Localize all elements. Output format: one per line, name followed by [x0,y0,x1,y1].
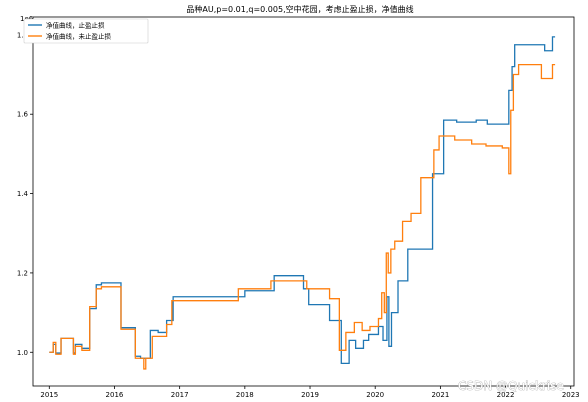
legend-box [23,18,149,44]
series-line-1 [49,36,556,365]
y-tick-label: 1.4 [17,190,29,198]
y-tick-label: 1.6 [17,111,29,119]
x-axis: 2015 2016 2017 2018 2019 2020 2021 2022 2023 [40,386,580,399]
y-axis: 1.0 1.2 1.4 1.6 1.8 [17,31,33,357]
x-tick-label: 2019 [301,391,319,399]
plot-area [32,16,575,387]
y-tick-label: 1.2 [17,269,28,277]
y-tick-label: 1.0 [17,349,28,357]
x-tick-label: 2018 [236,391,254,399]
series-layer [49,36,556,370]
watermark: CSDN @Quickrise [458,379,564,393]
y-tick-label: 1.8 [17,31,28,39]
x-tick-label: 2021 [431,391,449,399]
x-tick-label: 2016 [106,391,124,399]
legend-label-series-2: 净值曲线，未止盈止损 [46,32,112,41]
legend: 净值曲线，止盈止损 净值曲线，未止盈止损 [23,18,149,44]
x-tick-label: 2015 [40,391,58,399]
x-tick-label: 2023 [562,391,580,399]
x-tick-label: 2022 [497,391,515,399]
x-tick-label: 2020 [366,391,384,399]
series-line-2 [49,63,556,370]
plot-border [32,16,575,387]
x-tick-label: 2017 [171,391,189,399]
chart-title: 品种AU,p=0.01,q=0.005,空中花园，考虑止盈止损，净值曲线 [186,4,413,14]
legend-label-series-1: 净值曲线，止盈止损 [46,21,105,30]
